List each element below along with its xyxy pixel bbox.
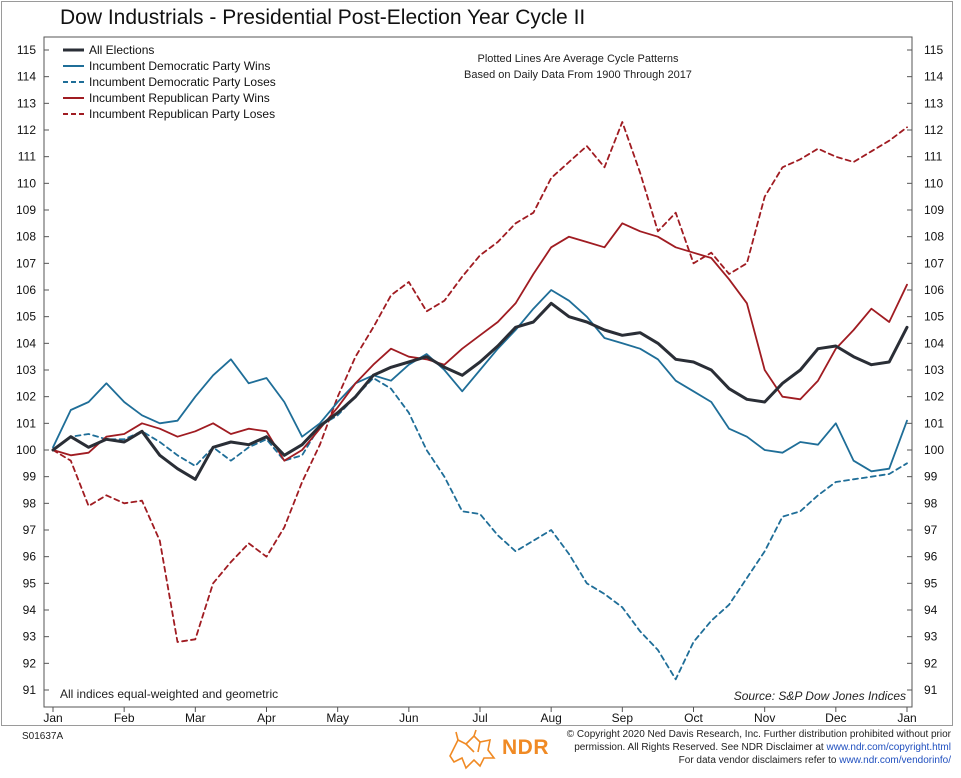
y-tick-label: 95 xyxy=(23,576,37,590)
series-line-all-elections xyxy=(51,301,909,481)
series-line-incumbent-republican-party-wins xyxy=(52,222,908,462)
y-tick-label: 105 xyxy=(16,310,36,324)
y-axis-left: 91 92 93 94 95 96 97 98 99 100 101 102 103 104 105 106 1… xyxy=(16,43,49,697)
y-tick-label-right: 112 xyxy=(924,123,943,137)
ndr-logo-text: NDR xyxy=(502,736,549,759)
note-top-line2: Based on Daily Data From 1900 Through 20… xyxy=(464,69,692,81)
y-tick-label: 102 xyxy=(16,390,36,404)
x-tick-label: Mar xyxy=(185,711,206,725)
y-tick-label-right: 103 xyxy=(924,363,944,377)
y-tick-label: 96 xyxy=(23,550,37,564)
legend-label: Incumbent Republican Party Wins xyxy=(89,91,270,105)
y-tick-label: 93 xyxy=(23,630,37,644)
series-line-incumbent-democratic-party-loses xyxy=(52,377,908,681)
x-tick-label: Jul xyxy=(472,711,487,725)
y-tick-label-right: 95 xyxy=(924,576,938,590)
note-bottom-left: All indices equal-weighted and geometric xyxy=(60,687,278,701)
y-tick-label: 92 xyxy=(23,656,37,670)
y-tick-label: 97 xyxy=(23,523,37,537)
y-tick-label: 91 xyxy=(23,683,37,697)
x-tick-label: Dec xyxy=(825,711,846,725)
y-tick-label: 99 xyxy=(23,470,37,484)
legend: All Elections Incumbent Democratic Party … xyxy=(63,43,276,121)
x-tick-label: Apr xyxy=(257,711,276,725)
y-tick-label: 94 xyxy=(23,603,37,617)
x-tick-label: Jan xyxy=(43,711,62,725)
y-tick-label: 115 xyxy=(17,43,36,57)
chart-code: S01637A xyxy=(22,731,64,742)
y-tick-label: 100 xyxy=(16,443,36,457)
y-tick-label-right: 111 xyxy=(924,150,943,164)
copyright-block: © Copyright 2020 Ned Davis Research, Inc… xyxy=(551,728,951,767)
y-tick-label-right: 105 xyxy=(924,310,944,324)
y-tick-label-right: 100 xyxy=(924,443,944,457)
legend-label: Incumbent Democratic Party Loses xyxy=(89,75,276,89)
y-tick-label: 106 xyxy=(16,283,36,297)
y-tick-label-right: 98 xyxy=(924,496,938,510)
x-axis: Jan Feb Mar Apr May Jun Jul Aug Sep Oct Nov Dec Jan xyxy=(43,707,917,725)
x-tick-label: Nov xyxy=(754,711,775,725)
y-tick-label: 114 xyxy=(17,70,36,84)
chart-frame xyxy=(1,1,953,726)
y-axis-right: 91 92 93 94 95 96 97 98 99 100 101 102 103 104 105 106 1… xyxy=(907,43,944,697)
vendorinfo-link[interactable]: www.ndr.com/vendorinfo/ xyxy=(839,755,951,766)
x-tick-label: Aug xyxy=(540,711,561,725)
x-tick-label: Oct xyxy=(684,711,703,725)
y-tick-label-right: 92 xyxy=(924,656,938,670)
y-tick-label-right: 115 xyxy=(924,43,943,57)
y-tick-label: 101 xyxy=(16,416,36,430)
legend-label: All Elections xyxy=(89,43,154,57)
y-tick-label-right: 101 xyxy=(924,416,944,430)
y-tick-label-right: 114 xyxy=(924,70,943,84)
note-top-line1: Plotted Lines Are Average Cycle Patterns xyxy=(478,53,679,65)
series-line-incumbent-democratic-party-wins xyxy=(52,289,908,473)
y-tick-label: 110 xyxy=(17,176,36,190)
copyright-line3: For data vendor disclaimers refer to www… xyxy=(551,754,951,767)
legend-label: Incumbent Democratic Party Wins xyxy=(89,59,270,73)
y-tick-label: 104 xyxy=(16,336,36,350)
y-tick-label-right: 94 xyxy=(924,603,938,617)
y-tick-label: 108 xyxy=(16,230,36,244)
y-tick-label-right: 102 xyxy=(924,390,944,404)
x-tick-label: Sep xyxy=(612,711,634,725)
copyright-line2: permission. All Rights Reserved. See NDR… xyxy=(551,741,951,754)
y-tick-label-right: 110 xyxy=(924,176,943,190)
y-tick-label: 107 xyxy=(16,256,36,270)
x-tick-label: Feb xyxy=(114,711,135,725)
copyright-link[interactable]: www.ndr.com/copyright.html xyxy=(826,742,952,753)
chart-title: Dow Industrials - Presidential Post-Elec… xyxy=(60,6,586,29)
y-tick-label-right: 93 xyxy=(924,630,938,644)
y-tick-label-right: 107 xyxy=(924,256,944,270)
y-tick-label: 111 xyxy=(18,150,37,164)
y-tick-label: 109 xyxy=(16,203,36,217)
legend-label: Incumbent Republican Party Loses xyxy=(89,107,275,121)
copyright-line1: © Copyright 2020 Ned Davis Research, Inc… xyxy=(566,729,951,740)
ndr-bull-logo-icon xyxy=(449,729,496,770)
y-tick-label: 103 xyxy=(16,363,36,377)
y-tick-label-right: 97 xyxy=(924,523,938,537)
y-tick-label-right: 96 xyxy=(924,550,938,564)
y-tick-label-right: 108 xyxy=(924,230,944,244)
source-note: Source: S&P Dow Jones Indices xyxy=(734,689,906,703)
series-lines xyxy=(51,121,909,681)
plot-area-border xyxy=(43,36,913,708)
y-tick-label-right: 99 xyxy=(924,470,938,484)
x-tick-label: Jun xyxy=(399,711,418,725)
x-tick-label: May xyxy=(326,711,349,725)
y-tick-label: 112 xyxy=(17,123,36,137)
y-tick-label: 98 xyxy=(23,496,37,510)
x-tick-label: Jan xyxy=(897,711,916,725)
y-tick-label-right: 91 xyxy=(924,683,938,697)
series-line-incumbent-republican-party-loses xyxy=(52,121,908,643)
y-tick-label-right: 113 xyxy=(924,96,943,110)
y-tick-label-right: 106 xyxy=(924,283,944,297)
y-tick-label-right: 104 xyxy=(924,336,944,350)
y-tick-label-right: 109 xyxy=(924,203,944,217)
copyright-line2-text: permission. All Rights Reserved. See NDR… xyxy=(574,742,827,753)
copyright-line3-text: For data vendor disclaimers refer to xyxy=(678,755,840,766)
y-tick-label: 113 xyxy=(17,96,36,110)
